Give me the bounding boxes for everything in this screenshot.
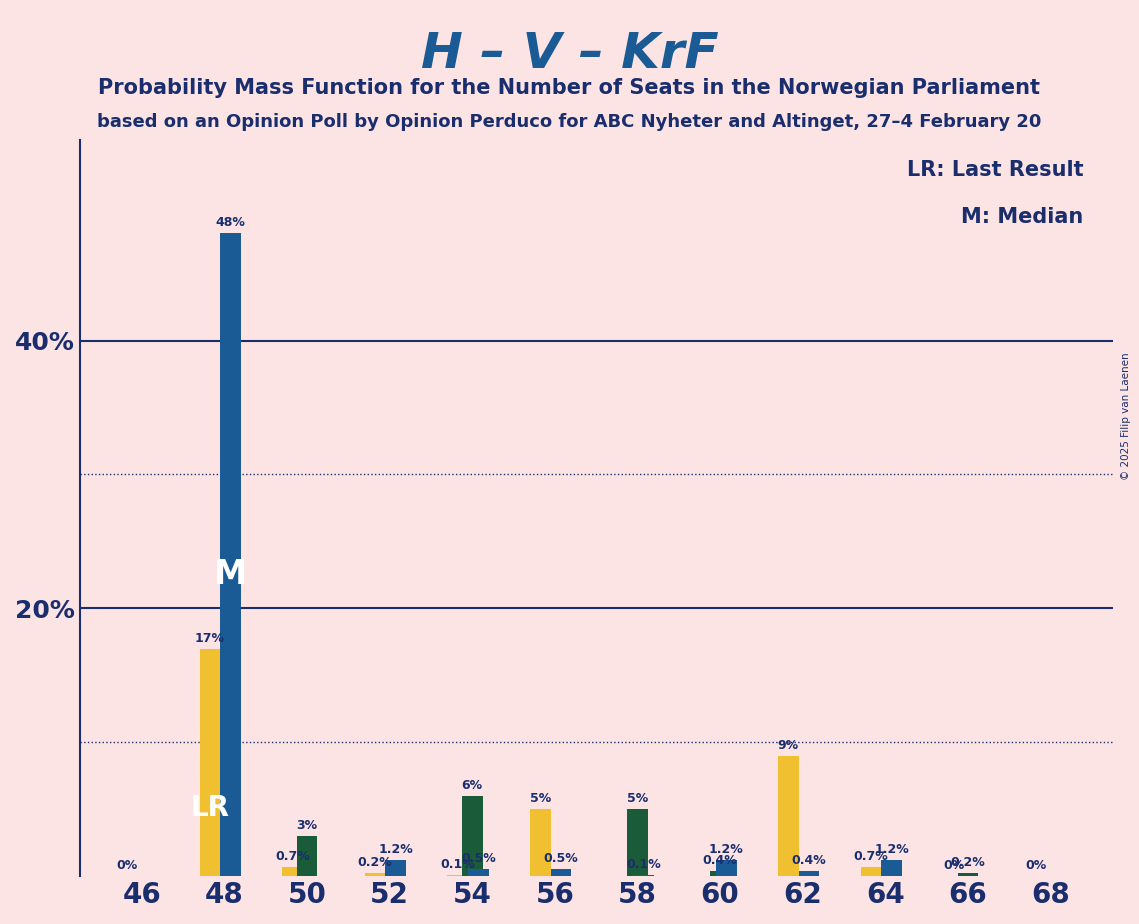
Text: 0.5%: 0.5% xyxy=(543,853,579,866)
Bar xyxy=(530,809,551,876)
Text: 1.2%: 1.2% xyxy=(708,843,744,856)
Text: 0.2%: 0.2% xyxy=(951,857,985,869)
Bar xyxy=(778,756,798,876)
Text: 0.2%: 0.2% xyxy=(358,857,393,869)
Bar xyxy=(220,234,240,876)
Text: 5%: 5% xyxy=(530,792,551,805)
Bar xyxy=(468,869,489,876)
Text: 0.4%: 0.4% xyxy=(703,854,737,867)
Text: 0%: 0% xyxy=(116,859,138,872)
Bar xyxy=(798,870,819,876)
Bar xyxy=(628,809,648,876)
Text: 0.5%: 0.5% xyxy=(461,853,495,866)
Text: 1.2%: 1.2% xyxy=(875,843,909,856)
Text: 0.4%: 0.4% xyxy=(792,854,826,867)
Text: 6%: 6% xyxy=(461,779,483,792)
Text: 17%: 17% xyxy=(195,631,224,645)
Text: LR: LR xyxy=(190,794,229,821)
Bar xyxy=(448,875,468,876)
Text: Probability Mass Function for the Number of Seats in the Norwegian Parliament: Probability Mass Function for the Number… xyxy=(98,78,1041,98)
Bar xyxy=(462,796,483,876)
Bar xyxy=(710,870,730,876)
Text: 9%: 9% xyxy=(778,738,798,751)
Bar xyxy=(861,867,882,876)
Text: 0.1%: 0.1% xyxy=(441,857,475,870)
Text: 1.2%: 1.2% xyxy=(378,843,413,856)
Bar xyxy=(716,860,737,876)
Bar xyxy=(633,875,654,876)
Text: 5%: 5% xyxy=(626,792,648,805)
Text: 0.1%: 0.1% xyxy=(626,857,661,870)
Bar xyxy=(282,867,303,876)
Bar xyxy=(882,860,902,876)
Bar xyxy=(958,873,978,876)
Text: 3%: 3% xyxy=(296,819,318,832)
Text: 0%: 0% xyxy=(1025,859,1047,872)
Text: 0%: 0% xyxy=(943,859,965,872)
Bar xyxy=(364,873,385,876)
Text: © 2025 Filip van Laenen: © 2025 Filip van Laenen xyxy=(1121,352,1131,480)
Bar xyxy=(551,869,572,876)
Bar xyxy=(385,860,407,876)
Text: 0.7%: 0.7% xyxy=(276,850,310,863)
Bar xyxy=(199,649,220,876)
Bar xyxy=(296,836,318,876)
Text: LR: Last Result: LR: Last Result xyxy=(907,160,1083,180)
Text: H – V – KrF: H – V – KrF xyxy=(420,30,719,79)
Text: M: Median: M: Median xyxy=(961,207,1083,226)
Text: 48%: 48% xyxy=(215,216,246,229)
Text: based on an Opinion Poll by Opinion Perduco for ABC Nyheter and Altinget, 27–4 F: based on an Opinion Poll by Opinion Perd… xyxy=(97,113,1042,130)
Text: M: M xyxy=(214,557,247,590)
Text: 0.7%: 0.7% xyxy=(853,850,888,863)
